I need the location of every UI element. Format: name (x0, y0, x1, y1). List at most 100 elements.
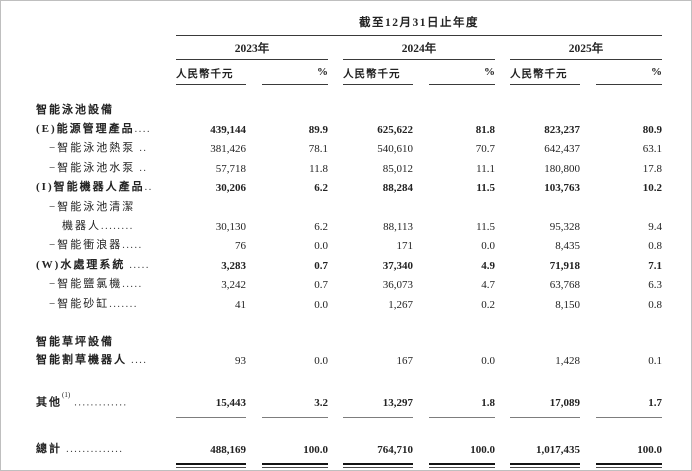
percent-value: 0.8 (648, 240, 662, 253)
amount-value: 167 (396, 355, 414, 368)
table-row: 智能泳池設備 (36, 101, 691, 120)
amount-value: 1,017,435 (536, 443, 580, 456)
year-header-row: 2023年 2024年 2025年 (176, 37, 662, 60)
row-label-line: (E)能源管理產品.... (36, 120, 176, 140)
amount-value: 30,206 (215, 182, 246, 195)
amount-value: 1,428 (555, 355, 580, 368)
row-label-text: 智能草坪設備 (36, 335, 114, 348)
row-label-text: 智能泳池設備 (36, 104, 114, 116)
percent-value: 1.8 (481, 397, 495, 410)
row-label-text: −智能鹽氯機 (49, 278, 123, 291)
group-gap (495, 460, 510, 468)
dot-leader: ....... (109, 298, 138, 310)
table-row: 其他(1) ............. 15,443 3.2 13,297 1.8 17,… (36, 390, 691, 413)
row-label: 總計 .............. (36, 440, 176, 460)
table-row: 總計 .............. 488,169 100.0 764,710 100.… (36, 440, 691, 460)
amount-value: 88,284 (382, 182, 413, 195)
percent-value: 100.0 (470, 443, 495, 456)
row-label-line: 機器人........ (36, 217, 176, 237)
row-label-line: −智能鹽氯機..... (36, 275, 176, 295)
percent-value: 63.1 (642, 143, 662, 156)
percent-value: 100.0 (637, 443, 662, 456)
row-label-text: −智能泳池清潔 (49, 200, 136, 213)
dot-leader: ..... (125, 259, 150, 271)
column-headers-2023: 人民幣千元 % (176, 62, 328, 85)
row-label-line: 智能泳池設備 (36, 101, 176, 120)
amount-rule (510, 416, 580, 418)
percent-value: 81.8 (475, 123, 495, 136)
percent-col-header: % (596, 62, 662, 85)
row-label: −智能泳池清潔機器人........ (36, 198, 176, 236)
percent-value: 6.2 (314, 220, 328, 233)
percent-value: 0.0 (314, 240, 328, 253)
total-double-rule (36, 460, 691, 468)
amount-value: 8,435 (555, 240, 580, 253)
amount-value: 63,768 (549, 279, 580, 292)
percent-rule (596, 462, 662, 468)
amount-value: 3,242 (221, 279, 246, 292)
row-label-line: 其他(1) ............. (36, 390, 176, 413)
percent-rule (262, 416, 328, 418)
amount-value: 17,089 (549, 397, 580, 410)
row-label: −智能衝浪器..... (36, 236, 176, 256)
year-header-2025: 2025年 (510, 37, 662, 60)
row-label-line: 智能草坪設備 (36, 333, 176, 352)
column-headers-2024: 人民幣千元 % (343, 62, 495, 85)
row-label-text: 智能割草機器人 (36, 354, 127, 367)
percent-value: 11.5 (476, 220, 495, 233)
percent-value: 70.7 (475, 143, 495, 156)
percent-value: 11.8 (309, 162, 328, 175)
percent-value: 0.1 (648, 355, 662, 368)
col-gap (246, 460, 262, 468)
percent-value: 11.1 (476, 162, 495, 175)
percent-value: 0.2 (481, 298, 495, 311)
amount-value: 37,340 (382, 259, 413, 272)
amount-value: 625,622 (377, 123, 413, 136)
row-label-line: 智能割草機器人 .... (36, 351, 176, 371)
amount-rule (343, 416, 413, 418)
dot-leader: .............. (62, 443, 124, 455)
col-gap (246, 413, 262, 418)
year-header-2023: 2023年 (176, 37, 328, 60)
amount-value: 95,328 (549, 220, 580, 233)
percent-value: 9.4 (648, 220, 662, 233)
table-row: (I)智能機器人產品.. 30,206 6.2 88,284 11.5 103,763 10… (36, 178, 691, 198)
table-row: 智能割草機器人 .... 93 0.0 167 0.0 1,428 0.1 (36, 351, 691, 371)
col-gap (580, 62, 596, 85)
amount-col-header: 人民幣千元 (510, 62, 580, 85)
amount-value: 15,443 (215, 397, 246, 410)
amount-value: 88,113 (383, 220, 413, 233)
percent-rule (429, 416, 495, 418)
percent-value: 4.7 (481, 279, 495, 292)
row-label: −智能泳池水泵 .. (36, 159, 176, 179)
col-gap (413, 460, 429, 468)
amount-value: 8,150 (555, 298, 580, 311)
percent-value: 0.7 (314, 259, 328, 272)
row-label-text: 機器人 (62, 219, 101, 232)
rule-spacer (36, 413, 176, 418)
percent-value: 100.0 (303, 443, 328, 456)
amount-value: 439,144 (210, 123, 246, 136)
amount-value: 13,297 (382, 397, 413, 410)
amount-rule (343, 462, 413, 468)
percent-value: 0.7 (314, 279, 328, 292)
percent-col-header: % (262, 62, 328, 85)
percent-value: 1.7 (648, 397, 662, 410)
dot-leader: .... (134, 123, 152, 135)
amount-value: 764,710 (377, 443, 413, 456)
amount-value: 103,763 (544, 182, 580, 195)
percent-rule (429, 462, 495, 468)
col-gap (413, 62, 429, 85)
amount-value: 41 (235, 298, 246, 311)
percent-value: 0.8 (648, 298, 662, 311)
row-label-line: −智能泳池熱泵 .. (36, 139, 176, 159)
col-gap (580, 460, 596, 468)
amount-value: 57,718 (215, 162, 246, 175)
row-label-line: −智能泳池清潔 (36, 198, 176, 217)
row-label: (I)智能機器人產品.. (36, 178, 176, 198)
row-label-text: (I)智能機器人產品 (36, 181, 145, 194)
row-label: 其他(1) ............. (36, 390, 176, 413)
amount-value: 76 (235, 240, 246, 253)
dot-leader: ..... (122, 240, 143, 252)
year-header-2024: 2024年 (343, 37, 495, 60)
